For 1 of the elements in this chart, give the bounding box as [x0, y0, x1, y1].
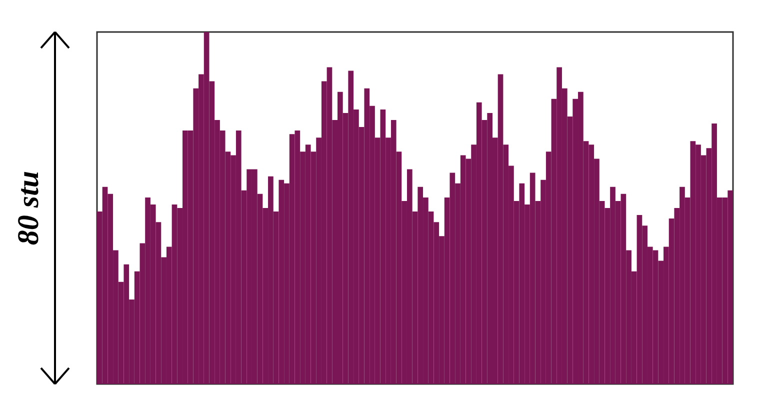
- y-axis-title: 80 stu: [12, 170, 45, 246]
